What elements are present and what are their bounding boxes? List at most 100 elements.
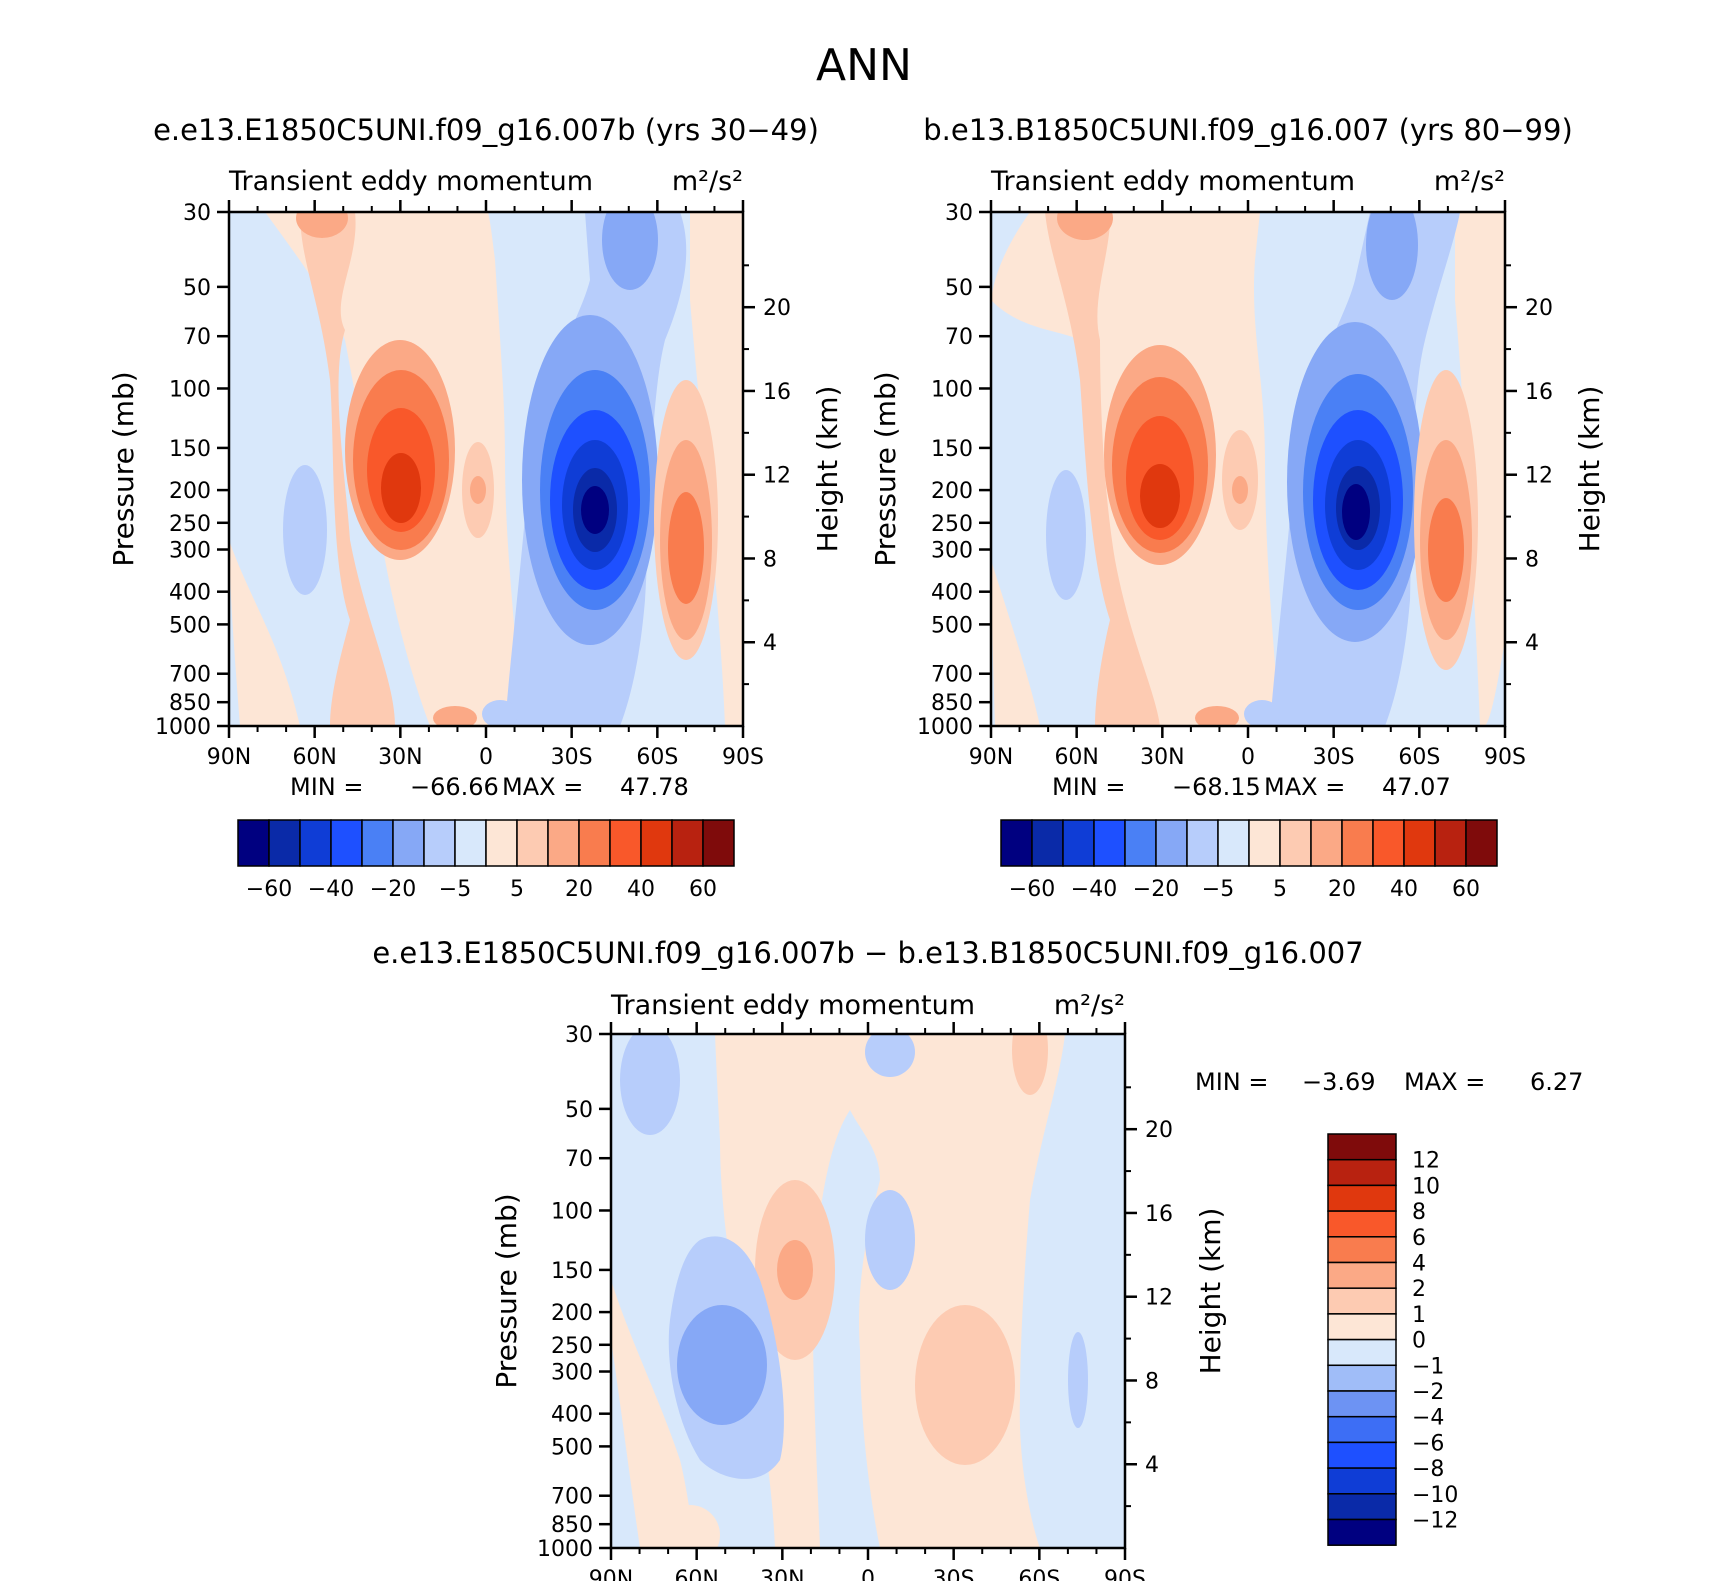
panel-diff-colorbar-label: 0 xyxy=(1412,1329,1426,1354)
panel-right-nh-highlat-negative xyxy=(1046,470,1086,600)
panel-right-y-tick-label: 250 xyxy=(931,512,973,537)
panel-right-units: m²/s² xyxy=(1434,166,1505,197)
panel-diff-colorbar-label: −2 xyxy=(1412,1380,1444,1405)
panel-diff-y-tick-label: 150 xyxy=(551,1259,593,1284)
panel-right-colorbar-box xyxy=(1155,819,1188,867)
panel-right-colorbar-box xyxy=(1434,819,1467,867)
panel-diff-title: e.e13.E1850C5UNI.f09_g16.007b − b.e13.B1… xyxy=(372,936,1363,970)
panel-left-max-label: MAX = xyxy=(502,773,583,801)
panel-left-colorbar: −60 −40 −20 −5 5 20 40 60 xyxy=(237,819,735,902)
panel-left-colorbar-box xyxy=(423,819,456,867)
panel-diff-plot-area xyxy=(611,1034,1125,1548)
panel-left-colorbar-box xyxy=(578,819,611,867)
panel-left-colorbar-label: 60 xyxy=(689,877,717,902)
panel-diff-colorbar-box xyxy=(1327,1441,1397,1469)
panel-right-colorbar-box xyxy=(1217,819,1250,867)
panel-right-surface-cell-1 xyxy=(1195,706,1239,726)
panel-right-plot-area xyxy=(991,212,1505,726)
panel-left-y-tick-label: 200 xyxy=(169,479,211,504)
panel-right-y-tick-label: 500 xyxy=(931,613,973,638)
panel-diff-colorbar-box xyxy=(1327,1184,1397,1212)
panel-diff-x-tick-label: 0 xyxy=(861,1567,875,1581)
panel-left-y-tick-label: 250 xyxy=(169,512,211,537)
panel-left-colorbar-box xyxy=(671,819,704,867)
panel-diff-colorbar-label: 8 xyxy=(1412,1200,1426,1225)
panel-diff-colorbar-label: 1 xyxy=(1412,1303,1426,1328)
panel-diff-colorbar-box xyxy=(1327,1261,1397,1289)
panel-right-y-tick-label: 100 xyxy=(931,377,973,402)
panel-left-x-tick-label: 0 xyxy=(479,745,493,770)
panel-left-colorbar-box xyxy=(268,819,301,867)
panel-left-colorbar-label: 20 xyxy=(565,877,593,902)
panel-diff-colorbar-box xyxy=(1327,1158,1397,1187)
panel-left-y-tick-label: 50 xyxy=(183,276,211,301)
panel-right-colorbar-box xyxy=(1186,819,1219,867)
panel-diff-x-tick-label: 60S xyxy=(1018,1567,1060,1581)
panel-left-x-tick-label: 60N xyxy=(292,745,336,770)
panel-right-colorbar-label: 60 xyxy=(1452,877,1480,902)
panel-left-ylabel: Pressure (mb) xyxy=(107,371,140,566)
panel-diff-colorbar-box xyxy=(1327,1467,1397,1495)
panel-diff-x-tick-label: 60N xyxy=(674,1567,718,1581)
panel-diff-ylabel: Pressure (mb) xyxy=(490,1193,523,1388)
panel-left-weak-positive-lowlevel xyxy=(229,540,300,726)
panel-diff-y-tick-label: 850 xyxy=(551,1513,593,1538)
panel-left-plot-area xyxy=(229,212,743,726)
panel-left-min-label: MIN = xyxy=(290,773,363,801)
panel-diff-colorbar-label: −1 xyxy=(1412,1354,1444,1379)
panel-diff-max-label: MAX = xyxy=(1404,1068,1485,1096)
panel-diff-units: m²/s² xyxy=(1054,990,1125,1021)
panel-diff-colorbar-label: −4 xyxy=(1412,1406,1444,1431)
panel-right-colorbar-box xyxy=(1031,819,1064,867)
panel-diff-colorbar-label: −6 xyxy=(1412,1431,1444,1456)
panel-left-y2-tick-label: 16 xyxy=(763,380,791,405)
panel-right-y-tick-label: 400 xyxy=(931,581,973,606)
panel-right-y2-tick-label: 12 xyxy=(1525,464,1553,489)
panel-left-y-tick-label: 150 xyxy=(169,437,211,462)
panel-left-y-tick-label: 1000 xyxy=(155,715,211,740)
panel-diff-top-equator-negative xyxy=(865,1034,915,1077)
panel-right-y-tick-label: 30 xyxy=(945,201,973,226)
panel-left-colorbar-box xyxy=(330,819,363,867)
panel-diff-y2-tick-label: 8 xyxy=(1145,1369,1159,1394)
panel-left-x-tick-label: 60S xyxy=(636,745,678,770)
panel-diff-y-tick-label: 300 xyxy=(551,1361,593,1386)
panel-left-y2-tick-label: 8 xyxy=(763,547,777,572)
panel-right-x-tick-label: 60N xyxy=(1054,745,1098,770)
panel-left-y2-tick-label: 20 xyxy=(763,296,791,321)
panel-right-colorbar-label: −20 xyxy=(1133,877,1179,902)
panel-left-y-tick-label: 30 xyxy=(183,201,211,226)
panel-left: e.e13.E1850C5UNI.f09_g16.007b (yrs 30−49… xyxy=(107,113,844,902)
panel-right-contour-sh-neg-min xyxy=(1342,484,1370,540)
panel-right-min-label: MIN = xyxy=(1052,773,1125,801)
panel-right-x-tick-label: 90S xyxy=(1484,745,1526,770)
panel-left-colorbar-box xyxy=(547,819,580,867)
panel-right-y2-tick-label: 4 xyxy=(1525,631,1539,656)
panel-diff-colorbar-label: 10 xyxy=(1412,1174,1440,1199)
panel-diff: e.e13.E1850C5UNI.f09_g16.007b − b.e13.B1… xyxy=(372,936,1583,1581)
panel-diff-y-tick-label: 70 xyxy=(565,1147,593,1172)
panel-diff-max-value: 6.27 xyxy=(1530,1068,1583,1096)
panel-diff-colorbar-box xyxy=(1327,1415,1397,1444)
panel-left-y-tick-label: 700 xyxy=(169,663,211,688)
panel-diff-y-tick-label: 30 xyxy=(565,1023,593,1048)
panel-left-top-positive-cell xyxy=(296,212,348,238)
panel-diff-colorbar-box xyxy=(1327,1287,1397,1315)
panel-right-x-tick-label: 0 xyxy=(1241,745,1255,770)
panel-diff-y-tick-label: 700 xyxy=(551,1485,593,1510)
panel-right-y-tick-label: 850 xyxy=(931,691,973,716)
panel-diff-colorbar-box xyxy=(1327,1390,1397,1418)
panel-right-y-tick-label: 200 xyxy=(931,479,973,504)
panel-right-contour-nh-5 xyxy=(1045,212,1160,726)
panel-right-subtropical-cell-inner xyxy=(1232,476,1248,504)
panel-right-colorbar-box xyxy=(1062,819,1095,867)
panel-left-y2-tick-label: 12 xyxy=(763,464,791,489)
panel-left-y-tick-label: 500 xyxy=(169,613,211,638)
panel-left-y-tick-label: 850 xyxy=(169,691,211,716)
panel-left-colorbar-label: −5 xyxy=(439,877,471,902)
panel-right-y-tick-label: 50 xyxy=(945,276,973,301)
panel-right-variable: Transient eddy momentum xyxy=(990,166,1355,197)
panel-right-weak-positive-sh xyxy=(1455,212,1505,726)
panel-left-colorbar-box xyxy=(609,819,642,867)
